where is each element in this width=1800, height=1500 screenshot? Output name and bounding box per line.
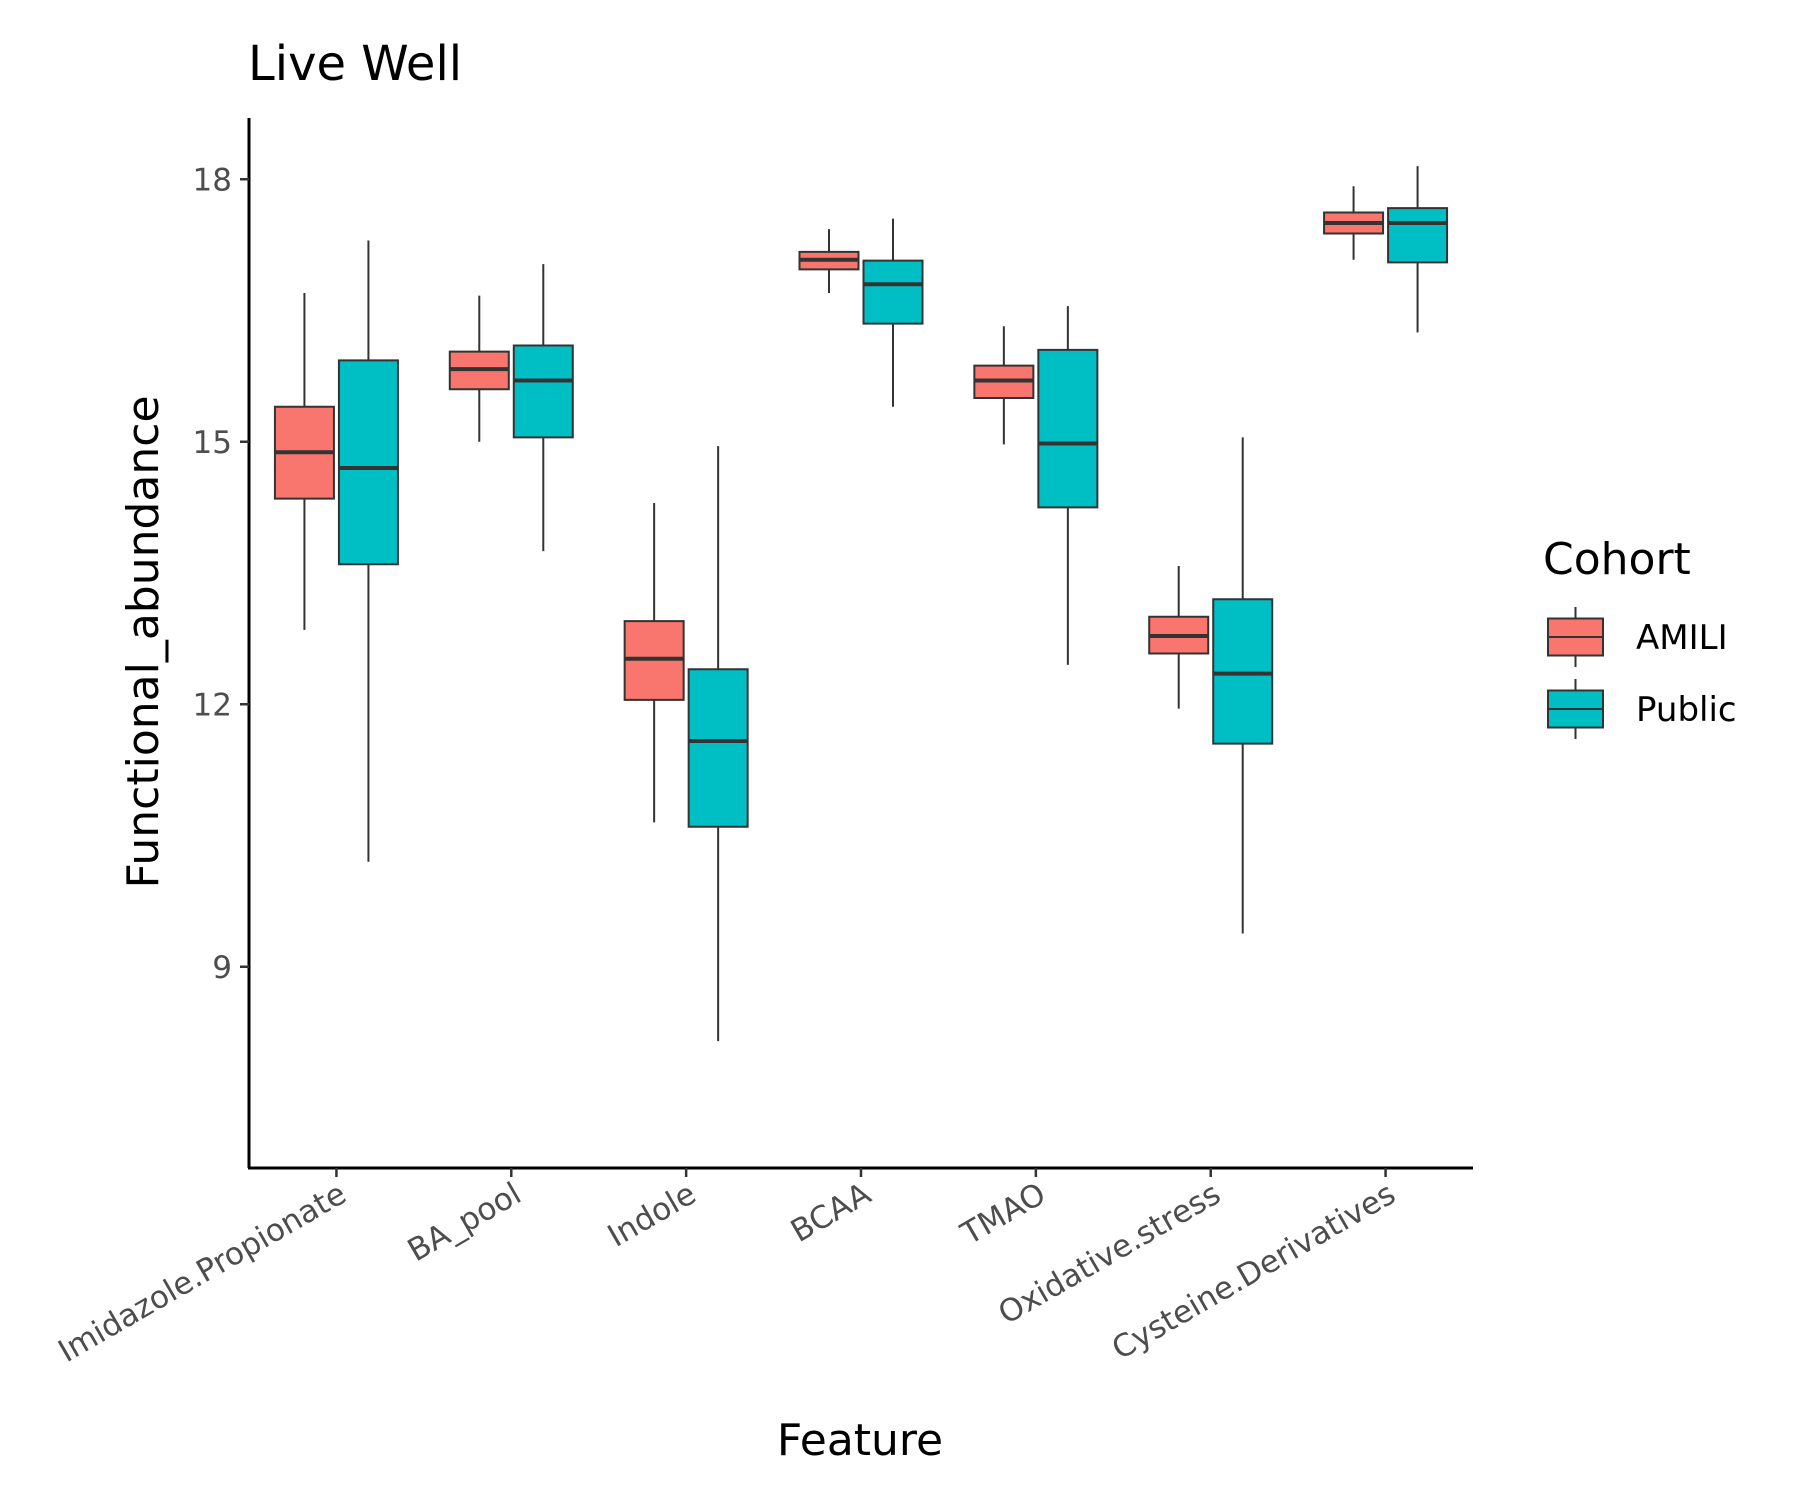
box-amili-oxidative-stress bbox=[1148, 566, 1210, 709]
box-body bbox=[512, 344, 574, 439]
box-body bbox=[337, 359, 399, 566]
box-body bbox=[862, 259, 924, 325]
box-public-tmao bbox=[1037, 306, 1099, 665]
x-tick-label: BCAA bbox=[785, 1176, 877, 1250]
x-tick-label: TMAO bbox=[954, 1176, 1051, 1253]
box-public-indole bbox=[687, 446, 749, 1042]
box-amili-ba-pool bbox=[448, 295, 510, 442]
plot-area bbox=[273, 166, 1449, 1042]
axes bbox=[247, 118, 1473, 1170]
box-amili-imidazole-propionate bbox=[273, 293, 335, 630]
box-amili-cysteine-derivatives bbox=[1323, 186, 1385, 260]
x-tick-label: Imidazole.Propionate bbox=[52, 1176, 352, 1370]
legend-key-amili bbox=[1547, 607, 1604, 667]
legend-label: Public bbox=[1636, 690, 1737, 730]
box-body bbox=[1212, 598, 1274, 745]
y-tick-label: 12 bbox=[193, 687, 232, 723]
x-axis-title: Feature bbox=[777, 1415, 943, 1466]
legend: Cohort AMILI Public bbox=[1543, 534, 1737, 739]
chart-title: Live Well bbox=[248, 36, 462, 92]
box-amili-tmao bbox=[973, 326, 1035, 445]
x-ticks: Imidazole.Propionate BA_pool Indole BCAA TMA… bbox=[52, 1168, 1402, 1370]
y-tick-label: 9 bbox=[212, 950, 232, 986]
box-public-ba-pool bbox=[512, 264, 574, 552]
y-tick-label: 15 bbox=[193, 425, 232, 461]
box-amili-indole bbox=[623, 503, 685, 823]
box-body bbox=[1037, 348, 1099, 509]
box-public-cysteine-derivatives bbox=[1387, 166, 1449, 333]
series-amili bbox=[273, 186, 1385, 823]
series-public bbox=[337, 166, 1449, 1042]
legend-label: AMILI bbox=[1636, 618, 1728, 658]
legend-key-public bbox=[1547, 679, 1604, 739]
x-tick-label: Cysteine.Derivatives bbox=[1106, 1176, 1402, 1367]
box-body bbox=[1387, 207, 1449, 264]
box-public-imidazole-propionate bbox=[337, 240, 399, 862]
box-public-bcaa bbox=[862, 218, 924, 407]
box-public-oxidative-stress bbox=[1212, 437, 1274, 934]
y-tick-label: 18 bbox=[193, 162, 232, 198]
y-axis-title: Functional_abundance bbox=[118, 395, 169, 888]
box-amili-bcaa bbox=[798, 229, 860, 293]
x-tick-label: BA_pool bbox=[402, 1176, 528, 1269]
box-body bbox=[687, 668, 749, 828]
legend-title: Cohort bbox=[1543, 534, 1691, 585]
x-tick-label: Indole bbox=[602, 1176, 702, 1255]
y-ticks: 9 12 15 18 bbox=[193, 162, 249, 986]
